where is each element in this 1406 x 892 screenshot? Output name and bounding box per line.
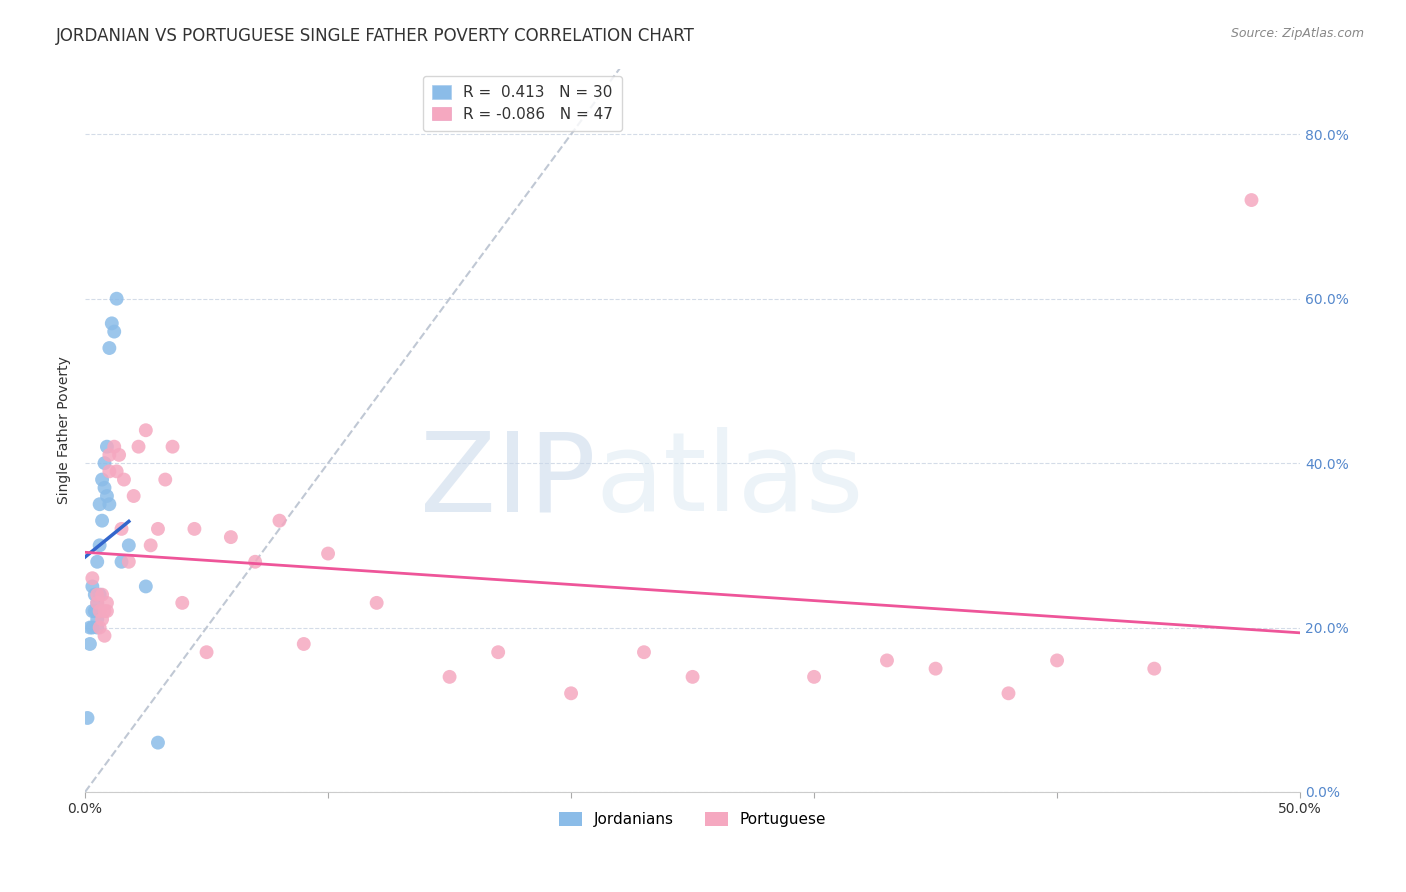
Point — [98, 497, 121, 511]
Point — [172, 596, 194, 610]
Point — [1240, 193, 1263, 207]
Point — [86, 612, 108, 626]
Point — [86, 555, 108, 569]
Point — [118, 538, 141, 552]
Point — [103, 440, 125, 454]
Text: ZIP: ZIP — [419, 427, 595, 534]
Point — [82, 604, 104, 618]
Point — [82, 621, 104, 635]
Point — [86, 596, 108, 610]
Point — [560, 686, 582, 700]
Point — [98, 341, 121, 355]
Point — [89, 497, 111, 511]
Point — [439, 670, 461, 684]
Point — [76, 711, 98, 725]
Point — [96, 596, 118, 610]
Point — [83, 588, 105, 602]
Text: atlas: atlas — [595, 427, 863, 534]
Point — [89, 538, 111, 552]
Point — [105, 464, 128, 478]
Point — [93, 456, 115, 470]
Point — [803, 670, 825, 684]
Point — [79, 621, 101, 635]
Point — [139, 538, 162, 552]
Point — [135, 423, 157, 437]
Point — [91, 514, 114, 528]
Point — [89, 588, 111, 602]
Point — [924, 662, 946, 676]
Text: JORDANIAN VS PORTUGUESE SINGLE FATHER POVERTY CORRELATION CHART: JORDANIAN VS PORTUGUESE SINGLE FATHER PO… — [56, 27, 695, 45]
Point — [128, 440, 150, 454]
Point — [101, 317, 124, 331]
Point — [195, 645, 218, 659]
Point — [135, 579, 157, 593]
Legend: Jordanians, Portuguese: Jordanians, Portuguese — [551, 805, 834, 835]
Point — [91, 612, 114, 626]
Point — [93, 604, 115, 618]
Point — [93, 481, 115, 495]
Point — [146, 522, 169, 536]
Point — [91, 588, 114, 602]
Point — [96, 604, 118, 618]
Point — [86, 588, 108, 602]
Y-axis label: Single Father Poverty: Single Father Poverty — [58, 356, 72, 504]
Point — [366, 596, 388, 610]
Point — [146, 736, 169, 750]
Point — [1143, 662, 1166, 676]
Point — [243, 555, 266, 569]
Point — [86, 596, 108, 610]
Point — [997, 686, 1019, 700]
Point — [122, 489, 145, 503]
Point — [82, 579, 104, 593]
Point — [633, 645, 655, 659]
Point — [112, 473, 135, 487]
Point — [183, 522, 205, 536]
Point — [93, 629, 115, 643]
Point — [155, 473, 177, 487]
Point — [316, 547, 339, 561]
Point — [83, 604, 105, 618]
Point — [91, 473, 114, 487]
Point — [118, 555, 141, 569]
Point — [79, 637, 101, 651]
Point — [89, 604, 111, 618]
Point — [876, 653, 898, 667]
Point — [486, 645, 509, 659]
Point — [98, 448, 121, 462]
Point — [110, 555, 132, 569]
Point — [682, 670, 704, 684]
Point — [103, 325, 125, 339]
Text: Source: ZipAtlas.com: Source: ZipAtlas.com — [1230, 27, 1364, 40]
Point — [86, 621, 108, 635]
Point — [110, 522, 132, 536]
Point — [105, 292, 128, 306]
Point — [162, 440, 184, 454]
Point — [98, 464, 121, 478]
Point — [108, 448, 131, 462]
Point — [292, 637, 315, 651]
Point — [96, 489, 118, 503]
Point — [1046, 653, 1069, 667]
Point — [269, 514, 291, 528]
Point — [96, 440, 118, 454]
Point — [82, 571, 104, 585]
Point — [89, 621, 111, 635]
Point — [219, 530, 242, 544]
